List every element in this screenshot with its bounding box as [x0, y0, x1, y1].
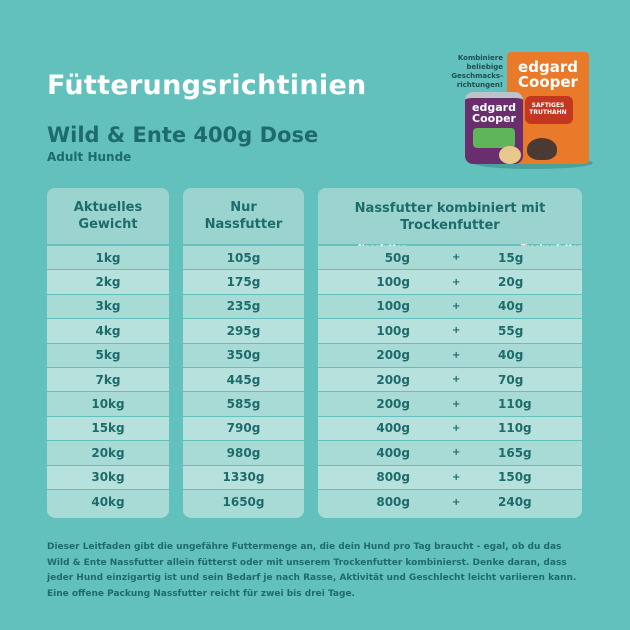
combo-wet-cell: 800g [376, 495, 410, 510]
footer-line: Eine offene Packung Nassfutter reicht fü… [47, 588, 355, 599]
combo-row: 400g +110g [318, 416, 582, 442]
plus-sign: + [452, 398, 461, 410]
weight-cell: 20kg [47, 441, 169, 466]
combo-dry-cell: 240g [498, 495, 532, 510]
combo-row: 100g +40g [318, 294, 582, 320]
weight-cell: 7kg [47, 367, 169, 393]
combo-wet-cell: 200g [376, 372, 410, 387]
wet-only-cell: 295g [183, 319, 304, 344]
combo-header: Nassfutter kombiniert mit Trockenfutter … [318, 188, 582, 252]
combo-wet-cell: 800g [376, 470, 410, 485]
weight-header: Aktuelles Gewicht [47, 188, 169, 246]
wet-only-cell: 105g [183, 246, 304, 271]
plus-sign: + [452, 422, 461, 434]
combo-row: 100g +55g [318, 319, 582, 344]
can-dog-illustration [499, 146, 521, 164]
weight-cell: 15kg [47, 416, 169, 442]
product-name: Wild & Ente 400g Dose [47, 123, 319, 147]
can-logo: edgard Cooper [472, 101, 516, 125]
plus-sign: + [452, 300, 461, 312]
wet-only-cell: 980g [183, 441, 304, 466]
wet-only-cell: 1330g [183, 465, 304, 490]
combo-dry-cell: 165g [498, 445, 532, 460]
combo-wet-cell: 400g [376, 421, 410, 436]
bag-label: SAFTIGES TRUTHAHN [529, 102, 567, 116]
combo-wet-cell: 100g [376, 323, 410, 338]
plus-sign: + [452, 447, 461, 459]
wet-only-header: Nur Nassfutter [183, 188, 304, 246]
weight-cell: 2kg [47, 270, 169, 295]
weight-cell: 10kg [47, 392, 169, 417]
combo-row: 50g +15g [318, 246, 582, 271]
combo-dry-cell: 55g [498, 323, 524, 338]
combo-row: 200g +110g [318, 392, 582, 417]
combo-wet-cell: 200g [376, 348, 410, 363]
combo-dry-cell: 40g [498, 348, 524, 363]
weight-cell: 1kg [47, 246, 169, 271]
weight-header-line-1: Aktuelles [73, 200, 143, 215]
wet-only-column: Nur Nassfutter 105g 175g 235g 295g 350g 445g 5… [183, 188, 304, 518]
combo-row: 400g +165g [318, 441, 582, 466]
plus-sign: + [452, 349, 461, 361]
combine-note: Kombiniere beliebige Geschmacks- richtun… [451, 54, 503, 89]
footer-line: Dieser Leitfaden gibt die ungefähre Futt… [47, 542, 562, 552]
wet-only-cell: 790g [183, 416, 304, 442]
footer-line: Wild & Ente Nassfutter allein fütterst o… [47, 557, 567, 568]
combo-wet-cell: 400g [376, 445, 410, 460]
bag-logo: edgard Cooper [518, 58, 578, 91]
wet-only-header-line-1: Nur [230, 200, 257, 215]
plus-sign: + [452, 252, 461, 264]
page-title: Fütterungsrichtinien [47, 70, 367, 101]
bag-red-patch [525, 96, 573, 124]
wet-only-cell: 350g [183, 343, 304, 368]
plus-sign: + [452, 374, 461, 386]
weight-column: Aktuelles Gewicht 1kg 2kg 3kg 4kg 5kg 7kg 10kg… [47, 188, 169, 518]
weight-header-line-2: Gewicht [78, 217, 138, 232]
plus-sign: + [452, 471, 461, 483]
combo-wet-cell: 100g [376, 275, 410, 290]
plus-sign: + [452, 325, 461, 337]
weight-cell: 5kg [47, 343, 169, 368]
audience-label: Adult Hunde [47, 150, 132, 164]
footer-line: jeder Hund einzigartig ist und sein Beda… [47, 573, 577, 583]
wet-only-cell: 585g [183, 392, 304, 417]
combo-row: 800g +240g [318, 489, 582, 515]
wet-only-cell: 235g [183, 294, 304, 320]
combo-wet-cell: 100g [376, 299, 410, 314]
weight-cell: 40kg [47, 489, 169, 515]
can-band [473, 128, 515, 148]
combo-row: 800g +150g [318, 465, 582, 490]
wet-only-header-line-2: Nassfutter [204, 217, 283, 232]
combo-dry-cell: 150g [498, 470, 532, 485]
combo-row: 200g +40g [318, 343, 582, 368]
combo-dry-cell: 110g [498, 421, 532, 436]
combo-column: Nassfutter kombiniert mit Trockenfutter … [318, 188, 582, 518]
footer-text: Dieser Leitfaden gibt die ungefähre Futt… [47, 540, 592, 602]
combo-wet-cell: 200g [376, 397, 410, 412]
wet-food-can: edgard Cooper [465, 92, 523, 164]
weight-cell: 30kg [47, 465, 169, 490]
combo-wet-cell: 50g [384, 250, 410, 265]
combo-dry-cell: 15g [498, 250, 524, 265]
plus-sign: + [452, 276, 461, 288]
combo-header-title: Nassfutter kombiniert mit Trockenfutter [354, 201, 546, 233]
bag-dog-illustration [527, 138, 557, 160]
plus-sign: + [452, 496, 461, 508]
combo-dry-cell: 70g [498, 372, 524, 387]
weight-cell: 4kg [47, 319, 169, 344]
wet-only-cell: 1650g [183, 489, 304, 515]
weight-cell: 3kg [47, 294, 169, 320]
combo-dry-cell: 40g [498, 299, 524, 314]
wet-only-cell: 445g [183, 367, 304, 393]
combo-row: 200g +70g [318, 367, 582, 393]
combo-dry-cell: 20g [498, 275, 524, 290]
wet-only-cell: 175g [183, 270, 304, 295]
product-image: edgard Cooper SAFTIGES TRUTHAHN edgard C… [445, 40, 595, 175]
combo-row: 100g +20g [318, 270, 582, 295]
combo-dry-cell: 110g [498, 397, 532, 412]
